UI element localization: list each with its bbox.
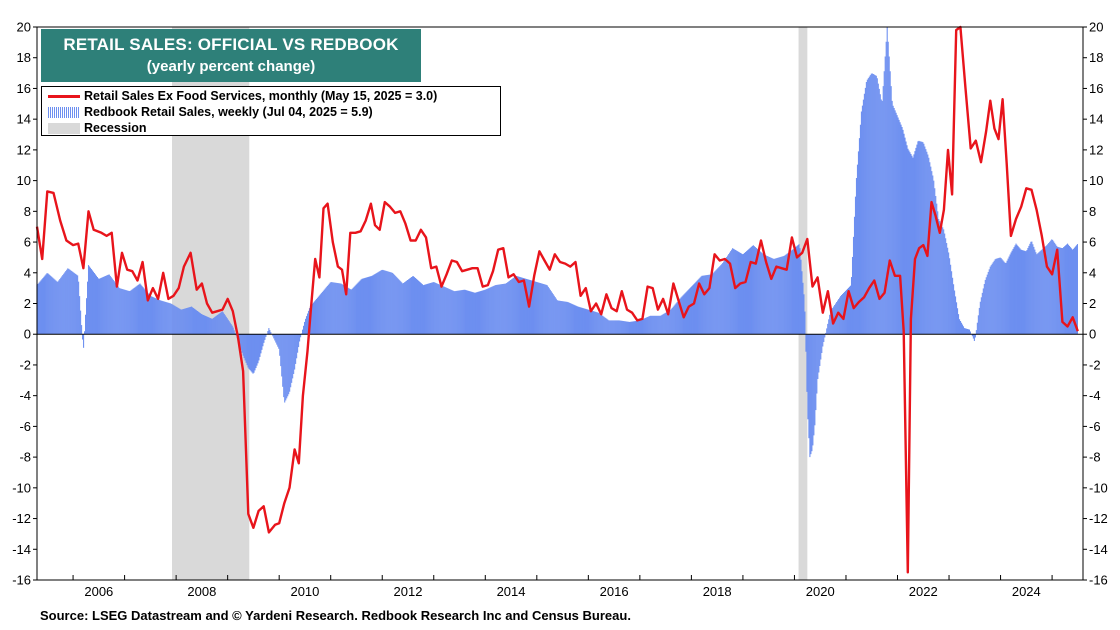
y-tick-label-right: 0: [1089, 327, 1096, 342]
y-tick-label-left: -2: [19, 357, 31, 372]
y-tick-label-right: 4: [1089, 265, 1096, 280]
y-tick-label-left: 12: [17, 142, 31, 157]
official-series-line: [35, 25, 1079, 574]
x-axis: 2006 2008 2010 2012 2014 2016 2018 2020 2022 2024: [72, 575, 1053, 599]
legend-item-redbook: Redbook Retail Sales, weekly (Jul 04, 20…: [48, 104, 373, 120]
y-tick-label-left: 18: [17, 50, 31, 65]
x-tick-label: 2024: [1012, 584, 1041, 599]
y-tick-label-right: -4: [1089, 388, 1101, 403]
y-tick-label-left: 8: [24, 204, 31, 219]
legend: Retail Sales Ex Food Services, monthly (…: [41, 86, 501, 136]
legend-swatch-recession: [48, 123, 80, 135]
legend-label-recession: Recession: [84, 121, 147, 135]
y-tick-label-right: 2: [1089, 296, 1096, 311]
x-tick-label: 2010: [290, 584, 319, 599]
y-tick-label-left: -8: [19, 450, 31, 465]
y-tick-label-left: 10: [17, 173, 31, 188]
x-tick-label: 2006: [84, 584, 113, 599]
y-tick-label-right: 10: [1089, 173, 1103, 188]
y-tick-label-right: 12: [1089, 142, 1103, 157]
x-tick-label: 2014: [497, 584, 526, 599]
y-tick-label-right: -6: [1089, 419, 1101, 434]
y-tick-label-left: -10: [12, 480, 31, 495]
y-tick-label-left: -6: [19, 419, 31, 434]
y-tick-label-right: 8: [1089, 204, 1096, 219]
legend-swatch-official-line: [48, 95, 80, 99]
y-tick-label-right: 14: [1089, 112, 1103, 127]
legend-item-recession: Recession: [48, 120, 147, 136]
y-tick-label-right: 20: [1089, 20, 1103, 35]
x-tick-label: 2016: [600, 584, 629, 599]
y-tick-label-left: -14: [12, 542, 31, 557]
y-tick-label-left: 4: [24, 265, 31, 280]
legend-swatch-redbook-bars: [48, 107, 80, 119]
legend-label-redbook: Redbook Retail Sales, weekly (Jul 04, 20…: [84, 105, 373, 119]
y-tick-label-left: 0: [24, 327, 31, 342]
x-tick-label: 2012: [394, 584, 423, 599]
y-tick-label-left: -16: [12, 573, 31, 588]
legend-item-official: Retail Sales Ex Food Services, monthly (…: [48, 88, 437, 104]
y-tick-label-right: -10: [1089, 480, 1108, 495]
y-tick-label-left: 2: [24, 296, 31, 311]
y-tick-label-left: 6: [24, 235, 31, 250]
chart-subtitle: (yearly percent change): [146, 58, 316, 75]
x-tick-label: 2018: [703, 584, 732, 599]
y-tick-label-left: 14: [17, 112, 31, 127]
y-tick-label-left: 16: [17, 81, 31, 96]
y-axis-right: -16 -14 -12 -10 -8 -6 -4 -2 0 2 4 6 8 10 12 14 16 18 20: [1083, 20, 1108, 588]
y-tick-label-right: 16: [1089, 81, 1103, 96]
y-tick-label-right: -12: [1089, 511, 1108, 526]
y-tick-label-right: 6: [1089, 235, 1096, 250]
x-tick-label: 2022: [909, 584, 938, 599]
y-tick-label-left: -4: [19, 388, 31, 403]
chart-title-box: RETAIL SALES: OFFICIAL VS REDBOOK (yearl…: [41, 29, 421, 82]
y-tick-label-left: -12: [12, 511, 31, 526]
y-tick-label-right: -14: [1089, 542, 1108, 557]
y-tick-label-left: 20: [17, 20, 31, 35]
y-axis-left: -16 -14 -12 -10 -8 -6 -4 -2 0 2 4 6 8 10 12 14 16 18 20: [12, 20, 37, 588]
legend-label-official: Retail Sales Ex Food Services, monthly (…: [84, 89, 438, 103]
y-tick-label-right: -16: [1089, 573, 1108, 588]
source-note: Source: LSEG Datastream and © Yardeni Re…: [40, 608, 631, 623]
y-tick-label-right: -2: [1089, 357, 1101, 372]
y-tick-label-right: -8: [1089, 450, 1101, 465]
chart-title: RETAIL SALES: OFFICIAL VS REDBOOK: [63, 35, 399, 54]
x-tick-label: 2008: [187, 584, 216, 599]
y-tick-label-right: 18: [1089, 50, 1103, 65]
x-tick-label: 2020: [806, 584, 835, 599]
official-line-layer: [35, 25, 1079, 574]
